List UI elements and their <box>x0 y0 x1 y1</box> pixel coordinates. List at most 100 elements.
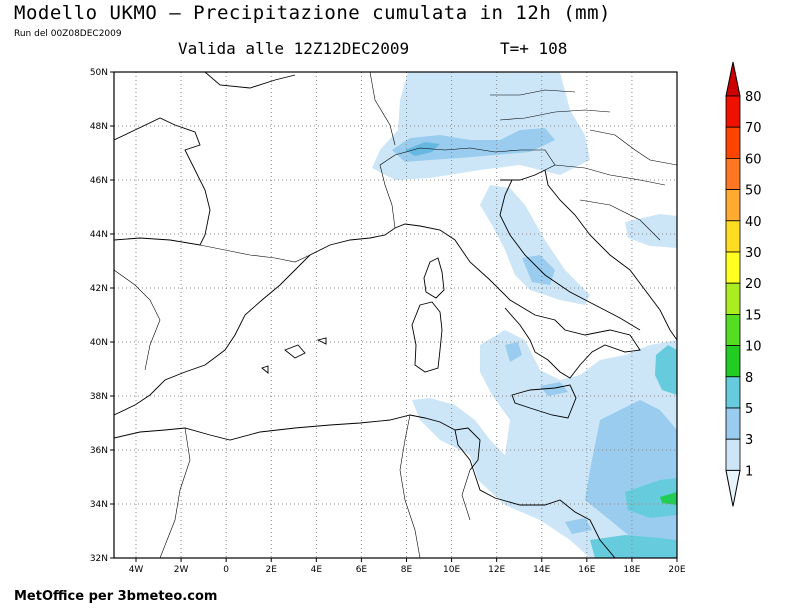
coast-channel <box>204 72 296 89</box>
legend-top-arrow <box>725 61 741 97</box>
coast-mallorca <box>284 344 306 359</box>
border-bosnia <box>579 199 661 241</box>
precip-area-3mm-libya <box>565 518 592 534</box>
legend-swatch <box>725 220 741 253</box>
lat-label: 42N <box>90 284 108 294</box>
coast-italy-adriatic <box>499 179 641 331</box>
lon-label: 12E <box>488 565 505 575</box>
legend-label: 8 <box>745 371 753 386</box>
legend-label: 70 <box>745 121 762 136</box>
legend-label: 80 <box>745 90 762 105</box>
lat-label: 32N <box>90 554 108 564</box>
legend-swatch <box>725 376 741 409</box>
lon-label: 2E <box>266 565 278 575</box>
coast-gulf-lion <box>309 223 641 379</box>
coast-sicily <box>511 384 577 419</box>
legend-label: 50 <box>745 184 762 199</box>
lon-label: 20E <box>668 565 685 575</box>
coast-tunisia <box>454 427 481 471</box>
precip-area-alps-core <box>392 128 555 162</box>
lat-label: 38N <box>90 392 108 402</box>
run-info: Run del 00Z08DEC2009 <box>14 29 122 39</box>
border-tunisia-libya <box>461 469 471 521</box>
lon-label: 14E <box>533 565 550 575</box>
forecast-hour: T=+ 108 <box>500 39 568 58</box>
legend-label: 3 <box>745 433 753 448</box>
coast-balkans <box>544 169 677 341</box>
borders <box>114 72 677 558</box>
legend-label: 40 <box>745 215 762 230</box>
legend-swatch <box>725 407 741 440</box>
border-czech <box>490 89 576 96</box>
valid-time: Valida alle 12Z12DEC2009 <box>178 39 410 58</box>
lon-label: 4E <box>311 565 323 575</box>
lat-label: 40N <box>90 338 108 348</box>
legend-label: 15 <box>745 308 762 323</box>
precip-area-east-5mm <box>655 345 677 395</box>
lat-label: 46N <box>90 176 108 186</box>
legend-label: 10 <box>745 340 762 355</box>
lon-label: 0 <box>223 565 229 575</box>
lon-label: 18E <box>623 565 640 575</box>
legend-swatch <box>725 157 741 190</box>
coast-north-africa <box>114 414 616 558</box>
lon-label: 10E <box>443 565 460 575</box>
lat-label: 50N <box>90 68 108 78</box>
legend-label: 1 <box>745 464 753 479</box>
axis-labels: 50N 48N 46N 44N 42N 40N 38N 36N 34N 32N 4W 2W 0 2E 4E 6… <box>90 68 686 575</box>
legend-label: 30 <box>745 246 762 261</box>
coast-ibiza <box>261 365 269 374</box>
legend-swatch <box>725 95 741 128</box>
legend-swatch <box>725 126 741 159</box>
coast-france-atlantic <box>114 117 211 246</box>
lat-label: 36N <box>90 446 108 456</box>
border-croatia <box>554 164 666 186</box>
legend-bottom-arrow <box>725 469 741 507</box>
legend-swatch <box>725 251 741 284</box>
border-alps <box>379 147 556 229</box>
lon-label: 2W <box>174 565 189 575</box>
lon-label: 6E <box>356 565 368 575</box>
precip-area-south-5mm <box>590 535 677 558</box>
legend-swatch <box>725 282 741 315</box>
lon-label: 16E <box>578 565 595 575</box>
coast-spain-med <box>114 254 311 416</box>
border-austria <box>499 109 611 121</box>
precip-area-3mm-sicily <box>540 382 568 396</box>
precip-area-alps-max <box>405 142 440 156</box>
legend-label: 60 <box>745 152 762 167</box>
chart-title: Modello UKMO – Precipitazione cumulata i… <box>14 2 611 24</box>
border-pyrenees <box>199 244 311 263</box>
precip-area-adriatic <box>480 185 590 305</box>
legend-swatch <box>725 313 741 346</box>
precip-area-8mm <box>660 492 677 505</box>
map-frame <box>113 71 678 559</box>
precip-area-3mm-spot <box>505 342 522 362</box>
lon-label: 4W <box>129 565 144 575</box>
coast-venice <box>500 169 546 181</box>
legend-label: 20 <box>745 277 762 292</box>
legend-swatch <box>725 345 741 378</box>
border-spain-portugal <box>114 269 161 371</box>
lat-label: 34N <box>90 500 108 510</box>
coast-menorca <box>316 337 327 345</box>
grid-lines <box>114 72 677 558</box>
lat-label: 48N <box>90 122 108 132</box>
precip-area-adriatic-core <box>522 255 555 285</box>
border-algeria-tunisia <box>399 414 421 558</box>
border-germany <box>369 72 396 146</box>
coast-corsica <box>423 257 445 299</box>
border-hungary <box>589 129 677 166</box>
color-legend: 80 70 60 50 40 30 20 15 10 8 5 3 1 <box>725 61 762 507</box>
legend-label: 5 <box>745 402 753 417</box>
precip-area-alps <box>372 72 590 180</box>
border-algeria-morocco <box>159 427 191 558</box>
coast-sardinia <box>411 301 443 373</box>
lon-label: 8E <box>401 565 413 575</box>
legend-swatch <box>725 438 741 471</box>
precip-area-ionian-5mm <box>625 478 677 518</box>
legend-swatch <box>725 189 741 222</box>
precipitation-field <box>372 72 677 558</box>
lat-label: 44N <box>90 230 108 240</box>
